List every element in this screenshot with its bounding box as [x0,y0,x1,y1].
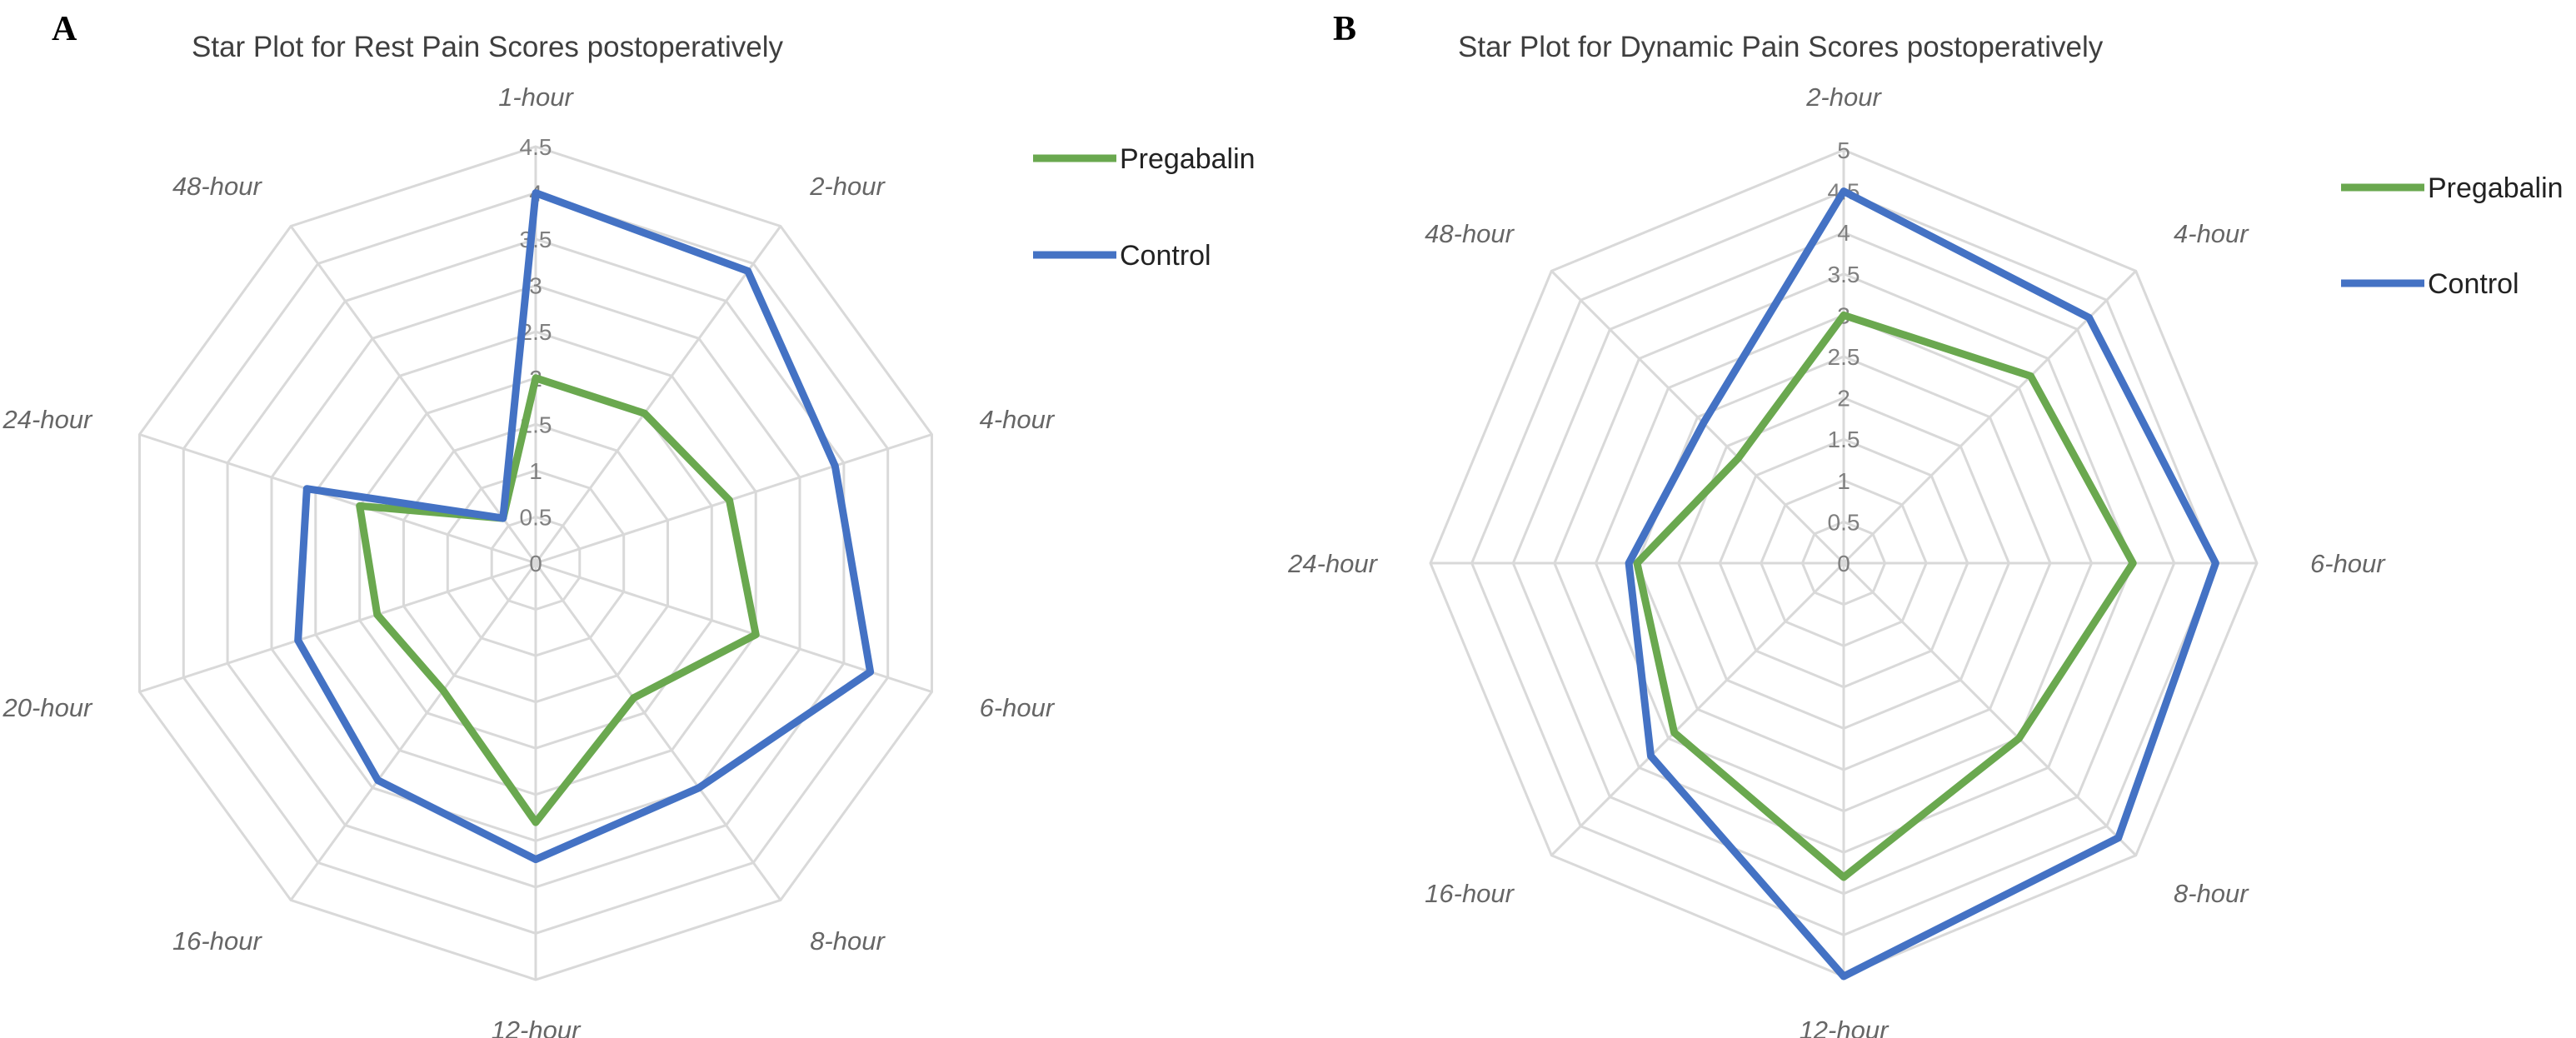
chart-b-category-label: 2-hour [1805,82,1882,112]
chart-b-series-pregabalin [1633,311,2137,881]
panel-letter-b: B [1333,10,1356,48]
chart-a-spoke [139,561,537,693]
dynamic-pain-radar-chart: B Star Plot for Dynamic Pain Scores post… [1287,10,2563,1038]
chart-b-category-label: 24-hour [1287,549,1379,578]
chart-b-spoke [1550,561,1845,856]
chart-a-spoke [534,225,782,564]
chart-a-tick-label: 4.5 [520,134,552,160]
chart-b-legend: Pregabalin Control [2341,172,2564,300]
chart-a-category-label: 24-hour [2,405,94,434]
legend-b-label-pregabalin: Pregabalin [2428,172,2564,204]
legend-a-label-control: Control [1120,240,1211,272]
chart-a-category-label: 48-hour [172,172,263,201]
chart-a-tick-label: 0.5 [520,504,552,530]
chart-a-spoke [289,225,537,564]
chart-a-category-labels: 1-hour 2-hour 4-hour 6-hour 8-hour 12-hour 16-… [2,82,1056,1038]
chart-b-tick-label: 0 [1837,551,1850,576]
chart-a-tick-label: 1 [529,458,542,484]
chart-b-category-label: 6-hour [2310,549,2386,578]
chart-a-category-label: 12-hour [492,1016,582,1038]
chart-b-tick-label: 1.5 [1828,427,1860,452]
chart-b-category-label: 12-hour [1800,1016,1890,1038]
chart-b-spoke [1842,561,2137,856]
chart-a-title: Star Plot for Rest Pain Scores postopera… [192,31,784,63]
chart-b-tick-label: 2.5 [1828,344,1860,370]
chart-b-category-label: 4-hour [2174,219,2249,248]
chart-a-legend: Pregabalin Control [1033,143,1256,272]
chart-b-series-control [1625,187,2219,981]
legend-b-label-control: Control [2428,268,2519,300]
panel-letter-a: A [52,10,77,48]
chart-b-spoke [1550,270,1845,565]
chart-a-category-label: 20-hour [2,693,94,722]
chart-a-series-pregabalin [356,374,760,826]
chart-b-category-label: 16-hour [1425,879,1515,908]
rest-pain-radar-chart: A Star Plot for Rest Pain Scores postope… [2,10,1256,1038]
chart-b-title: Star Plot for Dynamic Pain Scores postop… [1458,31,2104,63]
chart-a-spoke [534,562,782,901]
chart-a-category-label: 1-hour [498,82,574,112]
legend-a-label-pregabalin: Pregabalin [1120,143,1256,175]
chart-a-category-label: 4-hour [980,405,1056,434]
chart-a-tick-label: 3.5 [520,227,552,252]
chart-a-category-label: 8-hour [810,926,886,956]
chart-a-spoke [139,433,537,565]
chart-b-tick-label: 4 [1837,220,1850,246]
chart-b-tick-label: 2 [1837,386,1850,412]
chart-b-tick-label: 1 [1837,468,1850,494]
chart-a-tick-label: 3 [529,273,542,299]
chart-b-series [1625,187,2219,981]
chart-b-category-labels: 2-hour4-hour6-hour8-hour12-hour16-hour24… [1287,82,2386,1038]
chart-a-category-label: 2-hour [809,172,886,201]
chart-a-spoke [535,433,932,565]
chart-a-series [294,189,875,864]
chart-b-tick-label: 0.5 [1828,509,1860,535]
chart-b-tick-label: 5 [1837,137,1850,163]
chart-b-category-label: 48-hour [1425,219,1515,248]
chart-b-category-label: 8-hour [2174,879,2249,908]
chart-a-category-label: 16-hour [172,926,263,956]
chart-a-category-label: 6-hour [980,693,1056,722]
chart-a-series-control [294,189,875,864]
chart-b-tick-label: 3.5 [1828,262,1860,287]
chart-a-tick-label: 0 [529,551,542,576]
chart-a-spoke [289,562,537,901]
